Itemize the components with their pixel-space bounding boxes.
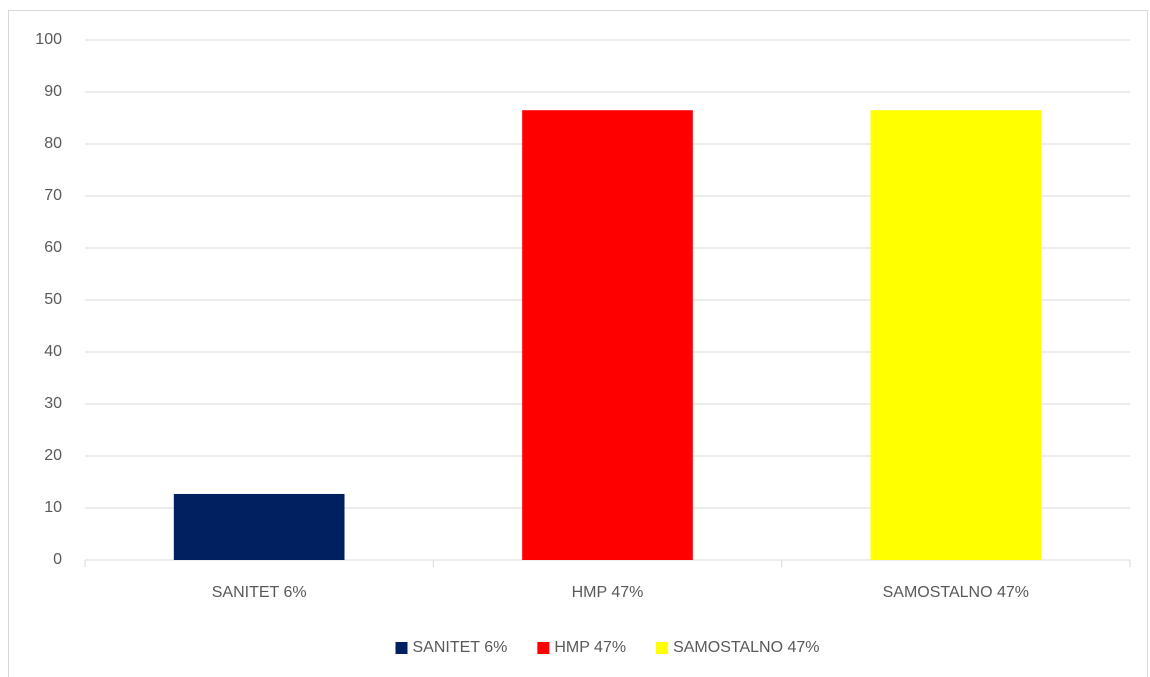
y-tick-label: 70 (44, 187, 62, 204)
x-tick-label: SANITET 6% (212, 584, 307, 601)
y-tick-label: 30 (44, 395, 62, 412)
y-tick-label: 0 (53, 551, 62, 568)
y-tick-label: 60 (44, 239, 62, 256)
bar (173, 493, 345, 560)
legend-swatch (656, 642, 669, 654)
y-tick-label: 90 (44, 83, 62, 100)
y-tick-label: 50 (44, 291, 62, 308)
x-tick-label: SAMOSTALNO 47% (883, 584, 1029, 601)
x-tick-label: HMP 47% (572, 584, 644, 601)
bar (870, 110, 1042, 560)
legend-label: SANITET 6% (413, 639, 508, 656)
y-tick-label: 40 (44, 343, 62, 360)
y-tick-label: 100 (35, 31, 62, 48)
bar (522, 110, 693, 560)
y-tick-label: 80 (44, 135, 62, 152)
legend-swatch (395, 642, 408, 654)
y-tick-label: 20 (44, 447, 62, 464)
y-tick-label: 10 (44, 499, 62, 516)
legend-label: SAMOSTALNO 47% (673, 639, 819, 656)
legend-label: HMP 47% (554, 639, 626, 656)
legend-swatch (537, 642, 550, 654)
